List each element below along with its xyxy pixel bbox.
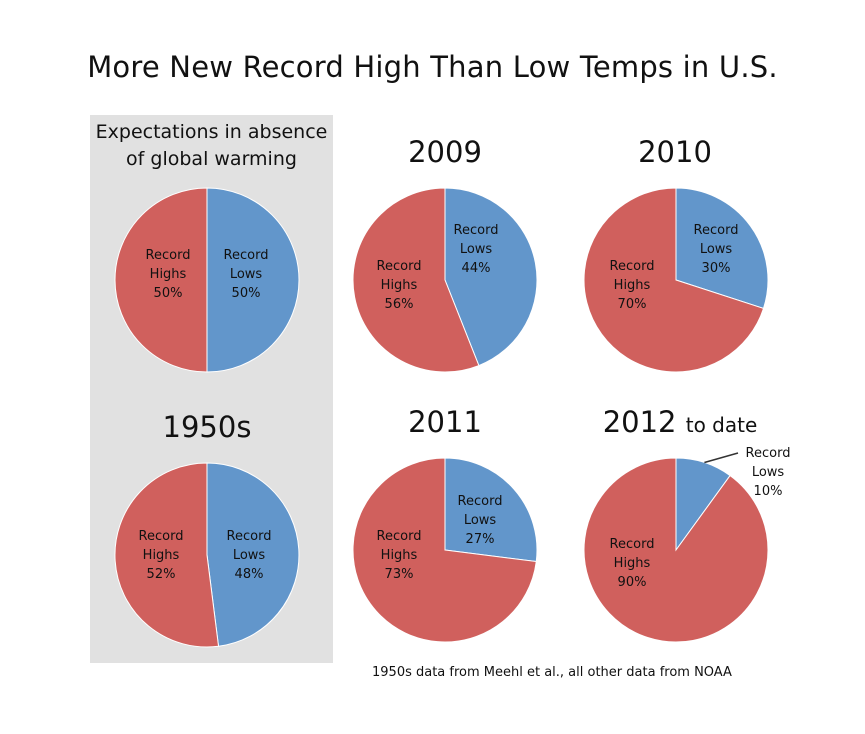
slice-label-record-lows-2011: Record Lows 27% bbox=[458, 494, 503, 547]
slice-label-record-highs-2009: Record Highs 56% bbox=[377, 259, 422, 312]
pie-slice-record-highs-2012 bbox=[583, 457, 769, 643]
slice-label-record-highs-2011: Record Highs 73% bbox=[377, 529, 422, 582]
pie-title-2010: 2010 bbox=[638, 135, 712, 169]
leader-line-record-lows bbox=[704, 452, 739, 464]
pie-title-2012-suffix: to date bbox=[685, 413, 758, 437]
pie-slice-record-lows-1950s bbox=[206, 462, 300, 647]
pie-slice-record-highs-2009 bbox=[352, 187, 480, 373]
slice-label-record-lows-2010: Record Lows 30% bbox=[694, 223, 739, 276]
pie-title-2012-year: 2012 bbox=[602, 405, 677, 439]
slice-label-record-lows-2009: Record Lows 44% bbox=[454, 223, 499, 276]
pie-title-2011: 2011 bbox=[408, 405, 482, 439]
pie-slice-record-lows-expectations-in-absence-of-global-warming bbox=[206, 187, 300, 373]
panel-title: Expectations in absence of global warmin… bbox=[95, 121, 328, 170]
pie-slice-record-lows-2011 bbox=[444, 457, 538, 563]
pie-title-1950s: 1950s bbox=[162, 410, 252, 444]
slice-label-record-highs-1950s: Record Highs 52% bbox=[139, 529, 184, 582]
source-note: 1950s data from Meehl et al., all other … bbox=[372, 665, 732, 680]
pie-title-2009: 2009 bbox=[408, 135, 482, 169]
pie-slice-record-highs-2010 bbox=[583, 187, 765, 373]
slice-label-record-highs-expectations-in-absence-of-global-warming: Record Highs 50% bbox=[146, 248, 191, 301]
slice-label-record-highs-2010: Record Highs 70% bbox=[610, 259, 655, 312]
pie-slice-record-lows-2009 bbox=[444, 187, 538, 367]
main-title: More New Record High Than Low Temps in U… bbox=[87, 50, 778, 84]
slice-label-record-highs-2012: Record Highs 90% bbox=[610, 537, 655, 590]
slice-label-record-lows-expectations-in-absence-of-global-warming: Record Lows 50% bbox=[224, 248, 269, 301]
slice-label-record-lows-2012: Record Lows 10% bbox=[746, 446, 791, 499]
pie-slice-record-lows-2010 bbox=[675, 187, 769, 310]
pie-slice-record-highs-1950s bbox=[114, 462, 220, 648]
slice-label-record-lows-1950s: Record Lows 48% bbox=[227, 529, 272, 582]
pie-title-2012: 2012 to date bbox=[580, 406, 780, 441]
pie-slice-record-highs-2011 bbox=[352, 457, 537, 643]
pie-slice-record-highs-expectations-in-absence-of-global-warming bbox=[114, 187, 208, 373]
